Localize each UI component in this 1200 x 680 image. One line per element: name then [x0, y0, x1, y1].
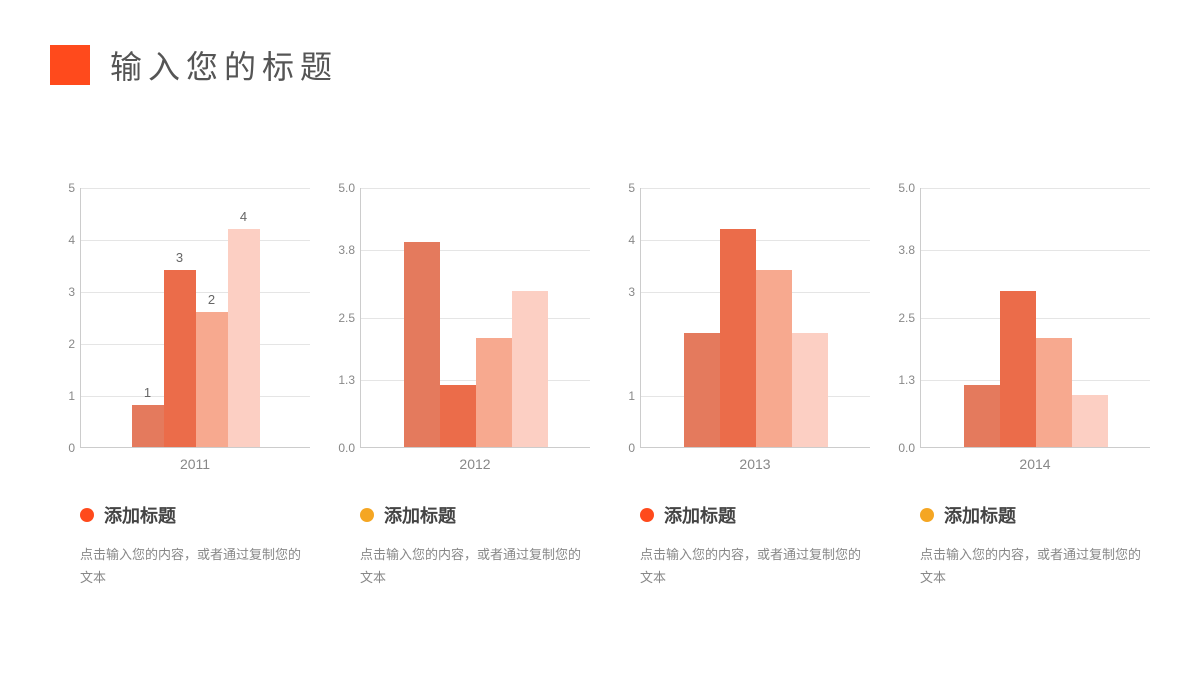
- bar: 3: [164, 270, 196, 447]
- chart-subtitle: 添加标题: [384, 502, 456, 528]
- y-axis-tick: 2.5: [331, 311, 355, 325]
- bar-value-label: 4: [240, 209, 247, 224]
- bar: [1036, 338, 1072, 447]
- bars-group: [641, 188, 870, 447]
- bar: [440, 385, 476, 447]
- bullet-icon: [80, 508, 94, 522]
- y-axis-tick: 5: [51, 181, 75, 195]
- bar: [476, 338, 512, 447]
- y-axis-tick: 3.8: [331, 243, 355, 257]
- bar: [404, 242, 440, 447]
- y-axis-tick: 2.5: [891, 311, 915, 325]
- header: 输入您的标题: [0, 0, 1200, 88]
- y-axis-tick: 3.8: [891, 243, 915, 257]
- bar: [684, 333, 720, 447]
- chart-subtitle: 添加标题: [104, 502, 176, 528]
- y-axis-tick: 1.3: [891, 373, 915, 387]
- chart-description: 点击输入您的内容，或者通过复制您的文本: [360, 543, 590, 590]
- chart-plot-area: 0.01.32.53.85.0: [920, 188, 1150, 448]
- bar-value-label: 3: [176, 250, 183, 265]
- bars-group: 1324: [81, 188, 310, 447]
- y-axis-tick: 5.0: [331, 181, 355, 195]
- title-square-icon: [50, 45, 90, 85]
- page-title: 输入您的标题: [110, 42, 338, 88]
- chart-description: 点击输入您的内容，或者通过复制您的文本: [640, 543, 870, 590]
- chart-description: 点击输入您的内容，或者通过复制您的文本: [80, 543, 310, 590]
- x-axis-label: 2013: [640, 456, 870, 472]
- y-axis-tick: 2: [51, 337, 75, 351]
- bar: [1072, 395, 1108, 447]
- chart-plot-area: 01345: [640, 188, 870, 448]
- bullet-icon: [920, 508, 934, 522]
- y-axis-tick: 5.0: [891, 181, 915, 195]
- bars-group: [361, 188, 590, 447]
- legend-row: 添加标题: [360, 502, 590, 528]
- y-axis-tick: 5: [611, 181, 635, 195]
- y-axis-tick: 0.0: [331, 441, 355, 455]
- chart-block: 0.01.32.53.85.0 2014 添加标题点击输入您的内容，或者通过复制您的…: [890, 188, 1150, 590]
- y-axis-tick: 0: [611, 441, 635, 455]
- bar: [720, 229, 756, 447]
- bar: 1: [132, 405, 164, 447]
- y-axis-tick: 1: [51, 389, 75, 403]
- y-axis-tick: 3: [51, 285, 75, 299]
- legend-row: 添加标题: [920, 502, 1150, 528]
- bar: [1000, 291, 1036, 447]
- y-axis-tick: 0.0: [891, 441, 915, 455]
- legend-row: 添加标题: [640, 502, 870, 528]
- bar: 2: [196, 312, 228, 447]
- bullet-icon: [640, 508, 654, 522]
- chart-plot-area: 0.01.32.53.85.0: [360, 188, 590, 448]
- bar-value-label: 1: [144, 385, 151, 400]
- y-axis-tick: 1.3: [331, 373, 355, 387]
- chart-description: 点击输入您的内容，或者通过复制您的文本: [920, 543, 1150, 590]
- bar-value-label: 2: [208, 292, 215, 307]
- chart-block: 01345 2013 添加标题点击输入您的内容，或者通过复制您的文本: [610, 188, 870, 590]
- x-axis-label: 2012: [360, 456, 590, 472]
- bar: [964, 385, 1000, 447]
- y-axis-tick: 0: [51, 441, 75, 455]
- chart-subtitle: 添加标题: [944, 502, 1016, 528]
- bar: [792, 333, 828, 447]
- bar: [512, 291, 548, 447]
- chart-plot-area: 0123451324: [80, 188, 310, 448]
- x-axis-label: 2011: [80, 456, 310, 472]
- y-axis-tick: 4: [51, 233, 75, 247]
- chart-block: 01234513242011添加标题点击输入您的内容，或者通过复制您的文本: [50, 188, 310, 590]
- x-axis-label: 2014: [920, 456, 1150, 472]
- y-axis-tick: 4: [611, 233, 635, 247]
- y-axis-tick: 3: [611, 285, 635, 299]
- y-axis-tick: 1: [611, 389, 635, 403]
- bar: [756, 270, 792, 447]
- chart-subtitle: 添加标题: [664, 502, 736, 528]
- charts-row: 01234513242011添加标题点击输入您的内容，或者通过复制您的文本0.0…: [0, 88, 1200, 590]
- bullet-icon: [360, 508, 374, 522]
- chart-block: 0.01.32.53.85.0 2012 添加标题点击输入您的内容，或者通过复制您的…: [330, 188, 590, 590]
- bars-group: [921, 188, 1150, 447]
- bar: 4: [228, 229, 260, 447]
- legend-row: 添加标题: [80, 502, 310, 528]
